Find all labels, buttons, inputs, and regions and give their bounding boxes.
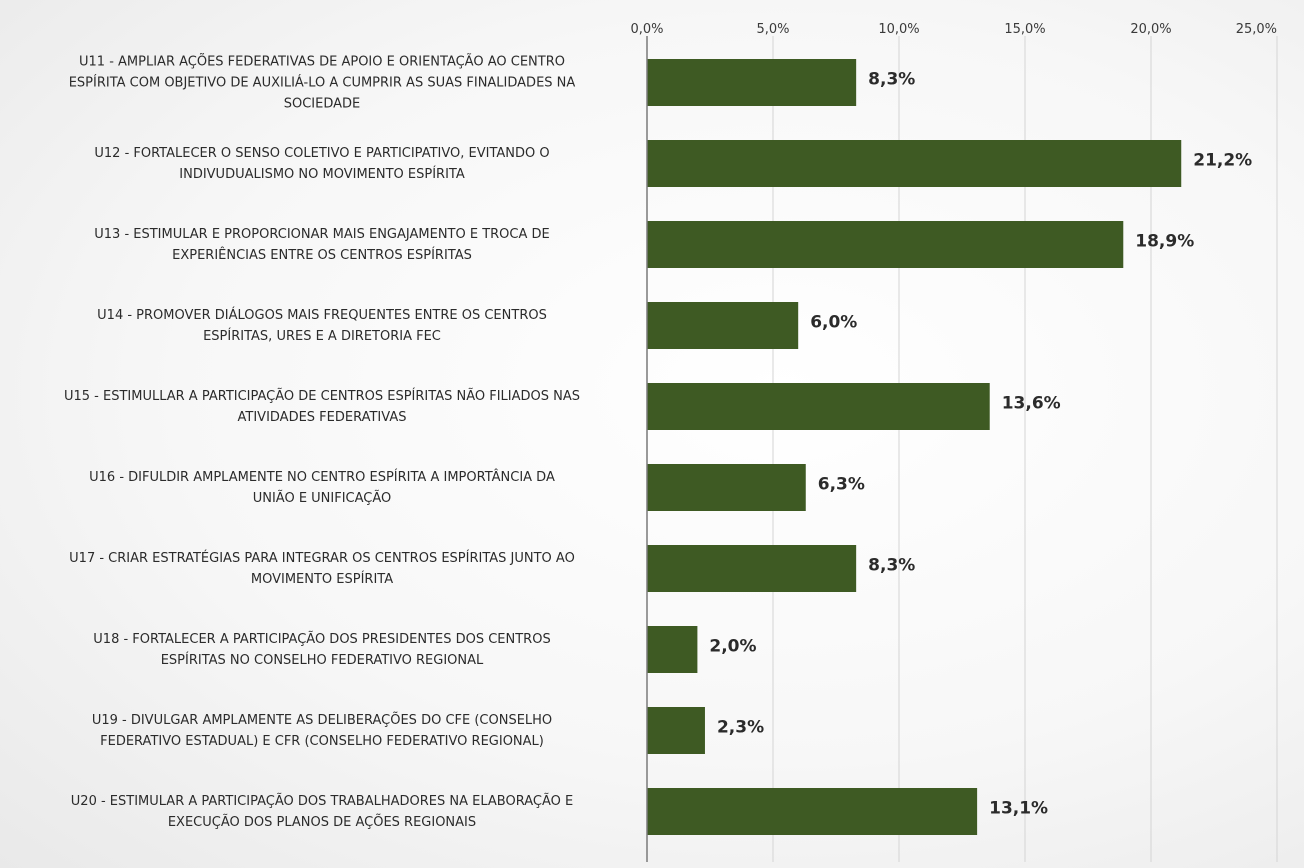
data-label: 13,1% xyxy=(989,799,1048,819)
category-label-line: U18 - FORTALECER A PARTICIPAÇÃO DOS PRES… xyxy=(93,631,550,647)
category-label: U11 - AMPLIAR AÇÕES FEDERATIVAS DE APOIO… xyxy=(69,54,576,112)
category-label-line: ESPÍRITA COM OBJETIVO DE AUXILIÁ-LO A CU… xyxy=(69,75,576,91)
x-tick-label: 15,0% xyxy=(1004,22,1045,37)
category-labels: U11 - AMPLIAR AÇÕES FEDERATIVAS DE APOIO… xyxy=(64,54,580,831)
bar xyxy=(647,383,990,430)
category-label-line: UNIÃO E UNIFICAÇÃO xyxy=(253,490,392,506)
bar xyxy=(647,221,1124,268)
data-label: 6,3% xyxy=(818,475,865,495)
x-tick-label: 5,0% xyxy=(756,22,789,37)
x-axis-ticks: 0,0% 5,0% 10,0% 15,0% 20,0% 25,0% xyxy=(630,22,1277,37)
category-label-line: ATIVIDADES FEDERATIVAS xyxy=(238,410,407,425)
bar xyxy=(647,302,799,349)
category-label: U17 - CRIAR ESTRATÉGIAS PARA INTEGRAR OS… xyxy=(69,550,575,587)
category-label-line: ESPÍRITAS NO CONSELHO FEDERATIVO REGIONA… xyxy=(161,652,484,668)
category-label-line: ESPÍRITAS, URES E A DIRETORIA FEC xyxy=(203,328,441,344)
data-label: 13,6% xyxy=(1002,394,1061,414)
bar xyxy=(647,545,857,592)
data-label: 21,2% xyxy=(1193,151,1252,171)
category-label-line: U17 - CRIAR ESTRATÉGIAS PARA INTEGRAR OS… xyxy=(69,550,575,566)
category-label: U19 - DIVULGAR AMPLAMENTE AS DELIBERAÇÕE… xyxy=(92,712,552,749)
category-label-line: U20 - ESTIMULAR A PARTICIPAÇÃO DOS TRABA… xyxy=(71,793,573,809)
category-label-line: EXPERIÊNCIAS ENTRE OS CENTROS ESPÍRITAS xyxy=(172,247,472,263)
category-label-line: U15 - ESTIMULLAR A PARTICIPAÇÃO DE CENTR… xyxy=(64,388,580,404)
category-label: U13 - ESTIMULAR E PROPORCIONAR MAIS ENGA… xyxy=(94,227,550,263)
x-tick-label: 25,0% xyxy=(1236,22,1277,37)
category-label-line: U16 - DIFULDIR AMPLAMENTE NO CENTRO ESPÍ… xyxy=(89,469,555,485)
data-labels: 8,3% 21,2% 18,9% 6,0% 13,6% 6,3% 8,3% 2,0% 2,3% 1… xyxy=(709,70,1252,819)
category-label-line: U12 - FORTALECER O SENSO COLETIVO E PART… xyxy=(94,146,549,161)
category-label: U15 - ESTIMULLAR A PARTICIPAÇÃO DE CENTR… xyxy=(64,388,580,425)
bar xyxy=(647,788,978,835)
data-label: 2,0% xyxy=(709,637,756,657)
x-tick-label: 20,0% xyxy=(1130,22,1171,37)
bar xyxy=(647,59,857,106)
category-label: U20 - ESTIMULAR A PARTICIPAÇÃO DOS TRABA… xyxy=(71,793,573,830)
data-label: 2,3% xyxy=(717,718,764,738)
category-label: U18 - FORTALECER A PARTICIPAÇÃO DOS PRES… xyxy=(93,631,550,668)
x-tick-label: 0,0% xyxy=(630,22,663,37)
data-label: 8,3% xyxy=(868,556,915,576)
data-label: 6,0% xyxy=(810,313,857,333)
data-label: 8,3% xyxy=(868,70,915,90)
category-label-line: U14 - PROMOVER DIÁLOGOS MAIS FREQUENTES … xyxy=(97,307,547,323)
category-label-line: FEDERATIVO ESTADUAL) E CFR (CONSELHO FED… xyxy=(100,734,544,749)
category-label-line: EXECUÇÃO DOS PLANOS DE AÇÕES REGIONAIS xyxy=(168,814,476,830)
bar xyxy=(647,626,698,673)
category-label: U12 - FORTALECER O SENSO COLETIVO E PART… xyxy=(94,146,549,182)
category-label: U16 - DIFULDIR AMPLAMENTE NO CENTRO ESPÍ… xyxy=(89,469,555,506)
bar xyxy=(647,140,1182,187)
category-label-line: U11 - AMPLIAR AÇÕES FEDERATIVAS DE APOIO… xyxy=(79,54,565,70)
category-label-line: U19 - DIVULGAR AMPLAMENTE AS DELIBERAÇÕE… xyxy=(92,712,552,728)
category-label-line: SOCIEDADE xyxy=(284,97,361,112)
bar xyxy=(647,707,705,754)
category-label: U14 - PROMOVER DIÁLOGOS MAIS FREQUENTES … xyxy=(97,307,547,344)
data-label: 18,9% xyxy=(1135,232,1194,252)
category-label-line: INDIVUDUALISMO NO MOVIMENTO ESPÍRITA xyxy=(179,166,465,182)
category-label-line: MOVIMENTO ESPÍRITA xyxy=(251,571,393,587)
bar xyxy=(647,464,806,511)
bars xyxy=(647,59,1182,835)
category-label-line: U13 - ESTIMULAR E PROPORCIONAR MAIS ENGA… xyxy=(94,227,550,242)
x-tick-label: 10,0% xyxy=(878,22,919,37)
